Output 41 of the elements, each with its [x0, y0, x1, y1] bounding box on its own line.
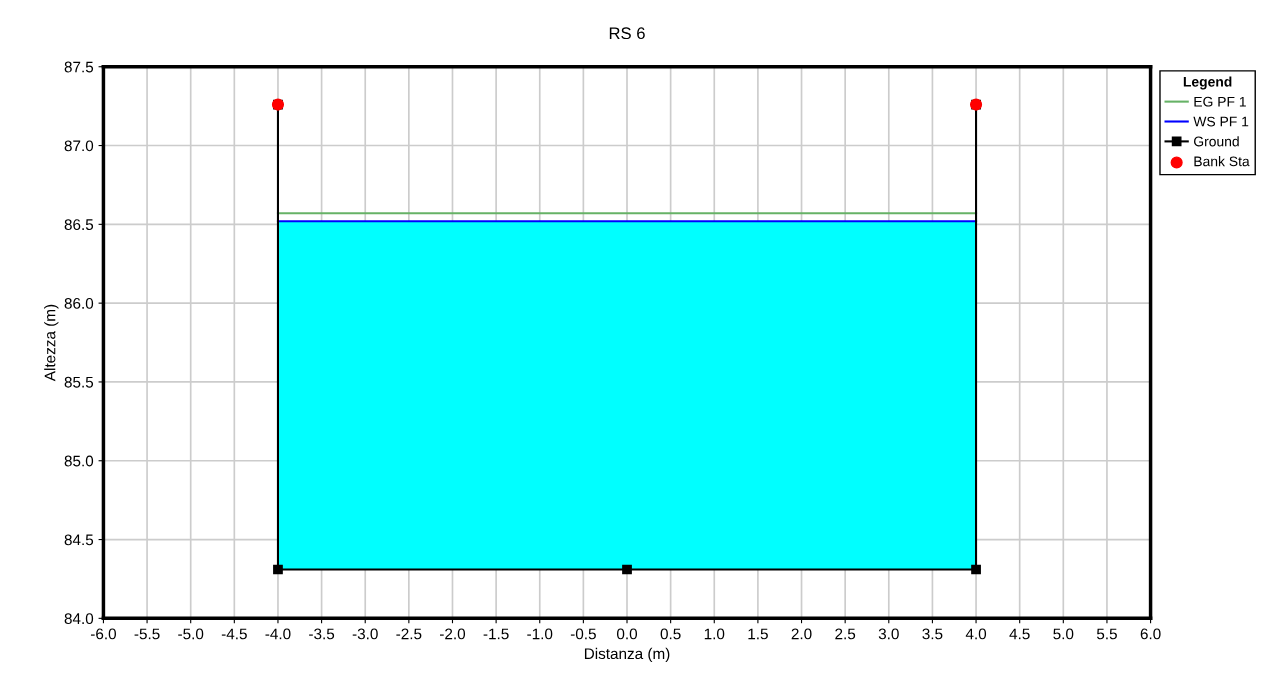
x-axis-title: Distanza (m) — [584, 647, 670, 663]
x-tick-label: 0.5 — [660, 628, 681, 640]
x-tick-label: 4.5 — [1009, 628, 1030, 640]
x-tick-label: 1.0 — [704, 628, 725, 640]
x-tick-label: -2.0 — [440, 628, 466, 640]
x-tick-label: 3.5 — [922, 628, 943, 640]
y-tick-label: 85.5 — [64, 376, 94, 388]
x-tick-label: 6.0 — [1140, 628, 1161, 640]
x-tick-label: -3.5 — [309, 628, 335, 640]
x-tick-label: -0.5 — [570, 628, 596, 640]
x-tick-label: 0.0 — [616, 628, 638, 640]
x-tick-label: 4.0 — [965, 628, 987, 640]
x-tick-label: 1.5 — [748, 628, 768, 640]
x-tick-label: -5.5 — [134, 628, 160, 640]
y-tick-label: 84.5 — [64, 534, 94, 546]
x-tick-label: -1.0 — [527, 628, 553, 640]
legend-label: WS PF 1 — [1193, 116, 1249, 127]
chart-title: RS 6 — [609, 27, 645, 40]
y-tick-label: 87.0 — [64, 140, 94, 152]
y-tick-label: 86.0 — [64, 298, 94, 309]
x-tick-label: -2.5 — [396, 628, 422, 640]
x-tick-label: 2.0 — [791, 628, 812, 640]
y-tick-label: 85.0 — [64, 455, 94, 467]
x-tick-label: -4.5 — [221, 628, 247, 640]
y-axis-title: Altezza (m) — [44, 304, 59, 382]
x-tick-label: 2.5 — [835, 628, 856, 640]
legend-label: EG PF 1 — [1194, 96, 1246, 107]
legend-label: Bank Sta — [1194, 156, 1250, 167]
x-tick-label: -3.0 — [352, 628, 378, 640]
y-tick-label: 84.0 — [64, 613, 94, 625]
x-tick-label: -6.0 — [90, 628, 116, 640]
x-tick-label: 5.0 — [1053, 628, 1074, 640]
legend-label: Ground — [1194, 136, 1239, 147]
y-tick-label: 87.5 — [64, 61, 94, 73]
x-tick-label: -5.0 — [178, 628, 204, 640]
x-tick-label: 3.0 — [878, 628, 899, 640]
x-tick-label: 5.5 — [1096, 628, 1117, 640]
y-tick-label: 86.5 — [64, 219, 94, 231]
x-tick-label: -4.0 — [265, 628, 291, 640]
x-tick-label: -1.5 — [483, 628, 509, 640]
legend-title: Legend — [1183, 76, 1232, 90]
